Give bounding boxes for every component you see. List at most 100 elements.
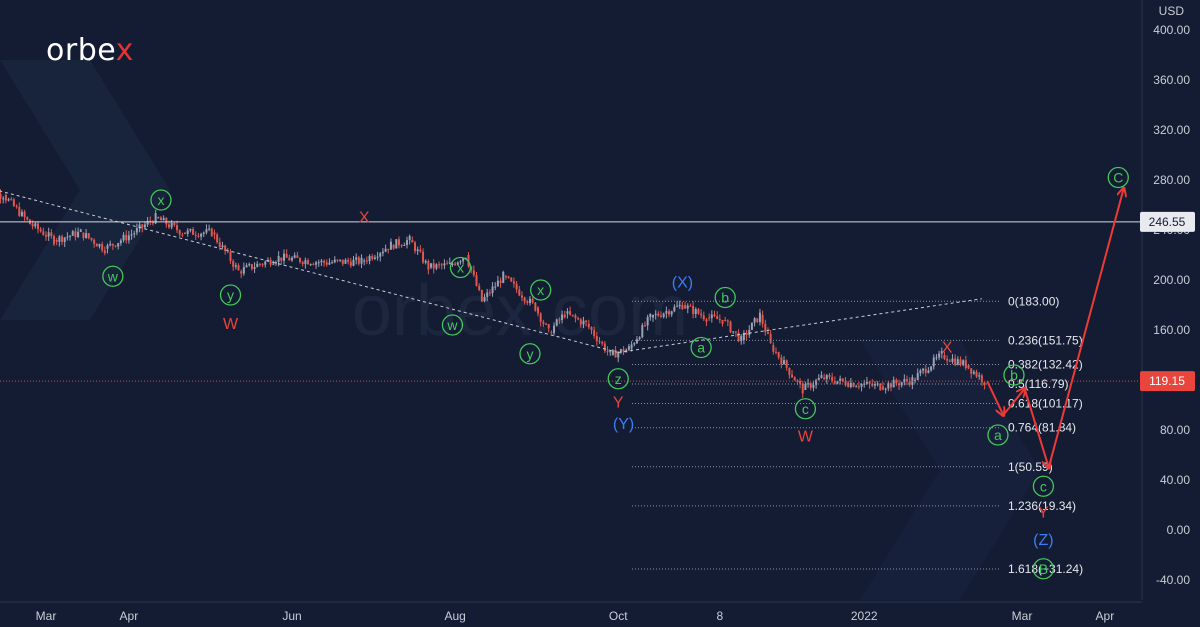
candle <box>496 280 499 287</box>
wave-label-text: (X) <box>672 275 693 292</box>
candle <box>938 353 941 358</box>
price-axis-background <box>1142 0 1200 627</box>
fib-level-label: 0.382(132.42) <box>1008 357 1083 371</box>
fib-level-label: 0.764(81.84) <box>1008 421 1076 435</box>
wave-label: x <box>449 256 472 279</box>
candle <box>975 371 978 377</box>
candle <box>868 381 871 384</box>
candle <box>26 217 29 220</box>
candle <box>895 379 898 384</box>
candle <box>245 265 248 268</box>
candle <box>2 198 5 200</box>
candle <box>141 224 144 228</box>
candle <box>742 332 745 340</box>
candle <box>550 332 553 334</box>
candle <box>416 249 419 252</box>
candle <box>200 233 203 237</box>
wave-label: y <box>219 284 242 306</box>
candle <box>582 320 585 325</box>
candle <box>422 251 425 263</box>
candle <box>299 257 302 263</box>
price-tick-label: 40.00 <box>1160 473 1190 487</box>
candle <box>729 321 732 333</box>
candle <box>224 245 227 252</box>
trendline <box>618 298 982 353</box>
candle <box>833 380 836 384</box>
candle <box>569 311 572 315</box>
wave-label: C <box>1107 166 1129 189</box>
candle <box>135 228 138 233</box>
wave-label: w <box>441 314 464 336</box>
candle <box>475 275 478 286</box>
candle <box>261 264 264 266</box>
candle <box>756 318 759 323</box>
candle <box>788 367 791 375</box>
projection-arrow <box>1047 189 1124 468</box>
candle <box>237 265 240 271</box>
candle <box>138 224 141 229</box>
candle <box>526 301 529 304</box>
candle <box>593 330 596 336</box>
candle <box>649 313 652 318</box>
candle <box>221 245 224 248</box>
price-axis[interactable]: USD400.00360.00320.00280.00240.00200.001… <box>1140 0 1200 627</box>
candle <box>598 341 601 343</box>
candle <box>574 315 577 319</box>
wave-label-text: b <box>1010 367 1018 383</box>
wave-label: (Z) <box>1033 532 1053 549</box>
wave-label-text: x <box>537 282 544 298</box>
wave-label-text: w <box>446 317 458 333</box>
candle <box>66 236 69 238</box>
candle <box>448 262 451 264</box>
candle <box>34 223 37 227</box>
candle <box>903 379 906 383</box>
candle <box>750 322 753 330</box>
candle <box>697 309 700 314</box>
candle <box>807 383 810 385</box>
wave-label-circle <box>530 279 552 301</box>
candle <box>189 228 192 231</box>
candle <box>157 217 160 219</box>
candle <box>419 249 422 252</box>
candle <box>7 199 10 201</box>
candle <box>202 232 205 234</box>
candle <box>956 359 959 365</box>
candle <box>606 350 609 352</box>
candle <box>397 239 400 246</box>
candle <box>603 343 606 351</box>
candle <box>387 248 390 250</box>
candle <box>328 262 331 265</box>
candle <box>315 262 318 265</box>
time-tick-label: Jun <box>282 609 301 623</box>
wave-label: y <box>519 343 541 365</box>
time-axis[interactable]: Mar Apr Jun Aug Oct 8 2022 Mar Apr <box>0 601 1142 623</box>
candle <box>924 368 927 373</box>
candle <box>692 305 695 315</box>
candle <box>122 234 125 241</box>
candle <box>165 217 168 225</box>
candle <box>331 262 334 264</box>
candle <box>951 358 954 362</box>
wave-label-text: (Z) <box>1033 532 1053 549</box>
candle <box>42 231 45 236</box>
wave-label: c <box>794 398 817 420</box>
candle <box>288 257 291 261</box>
candle <box>280 257 283 261</box>
candle <box>871 383 874 386</box>
candle <box>638 337 641 340</box>
candle <box>95 243 98 247</box>
candle <box>403 244 406 246</box>
candle <box>914 379 917 381</box>
candle <box>900 382 903 386</box>
candle <box>515 283 518 290</box>
candle <box>585 320 588 323</box>
wave-label: W <box>223 316 239 333</box>
candle <box>376 256 379 258</box>
candle <box>713 314 716 317</box>
candle <box>133 233 136 235</box>
candle <box>507 276 510 278</box>
candle <box>296 255 299 258</box>
candle <box>528 298 531 304</box>
candle <box>159 217 162 221</box>
